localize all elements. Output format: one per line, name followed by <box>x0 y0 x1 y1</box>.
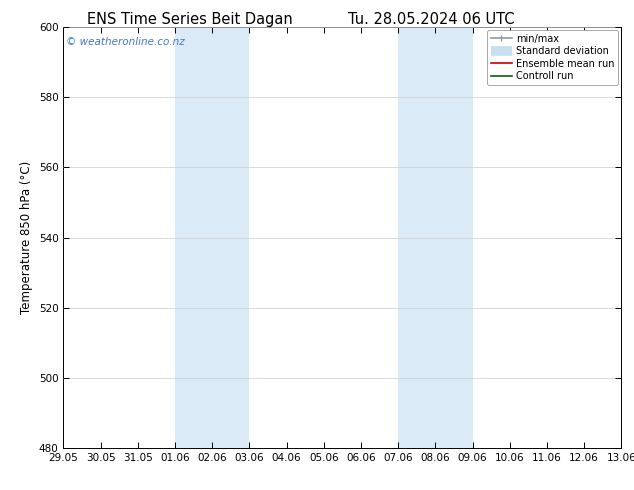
Legend: min/max, Standard deviation, Ensemble mean run, Controll run: min/max, Standard deviation, Ensemble me… <box>487 30 618 85</box>
Bar <box>175 27 249 448</box>
Text: Tu. 28.05.2024 06 UTC: Tu. 28.05.2024 06 UTC <box>348 12 514 27</box>
Y-axis label: Temperature 850 hPa (°C): Temperature 850 hPa (°C) <box>20 161 33 314</box>
Bar <box>398 27 472 448</box>
Text: © weatheronline.co.nz: © weatheronline.co.nz <box>66 38 185 48</box>
Text: ENS Time Series Beit Dagan: ENS Time Series Beit Dagan <box>87 12 293 27</box>
